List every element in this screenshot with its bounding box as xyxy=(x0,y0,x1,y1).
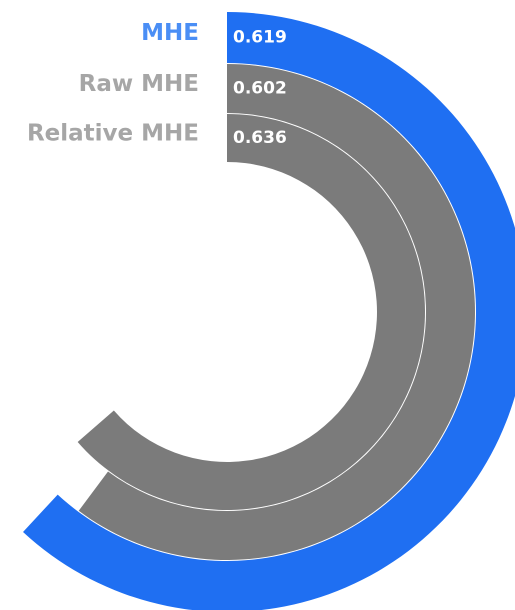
series-label-raw-mhe: Raw MHE xyxy=(79,71,199,97)
series-label-relative-mhe: Relative MHE xyxy=(27,121,199,147)
arc-relative-mhe xyxy=(77,114,425,510)
value-label-mhe: 0.619 xyxy=(233,28,287,48)
value-label-raw-mhe: 0.602 xyxy=(233,79,287,99)
labels-layer: 0.619 MHE 0.602 Raw MHE 0.636 Relative MHE xyxy=(27,20,287,148)
arc-mhe xyxy=(23,12,515,610)
value-label-relative-mhe: 0.636 xyxy=(233,128,287,148)
arcs-layer xyxy=(23,12,515,610)
series-label-mhe: MHE xyxy=(141,20,199,46)
arc-raw-mhe xyxy=(78,64,476,560)
